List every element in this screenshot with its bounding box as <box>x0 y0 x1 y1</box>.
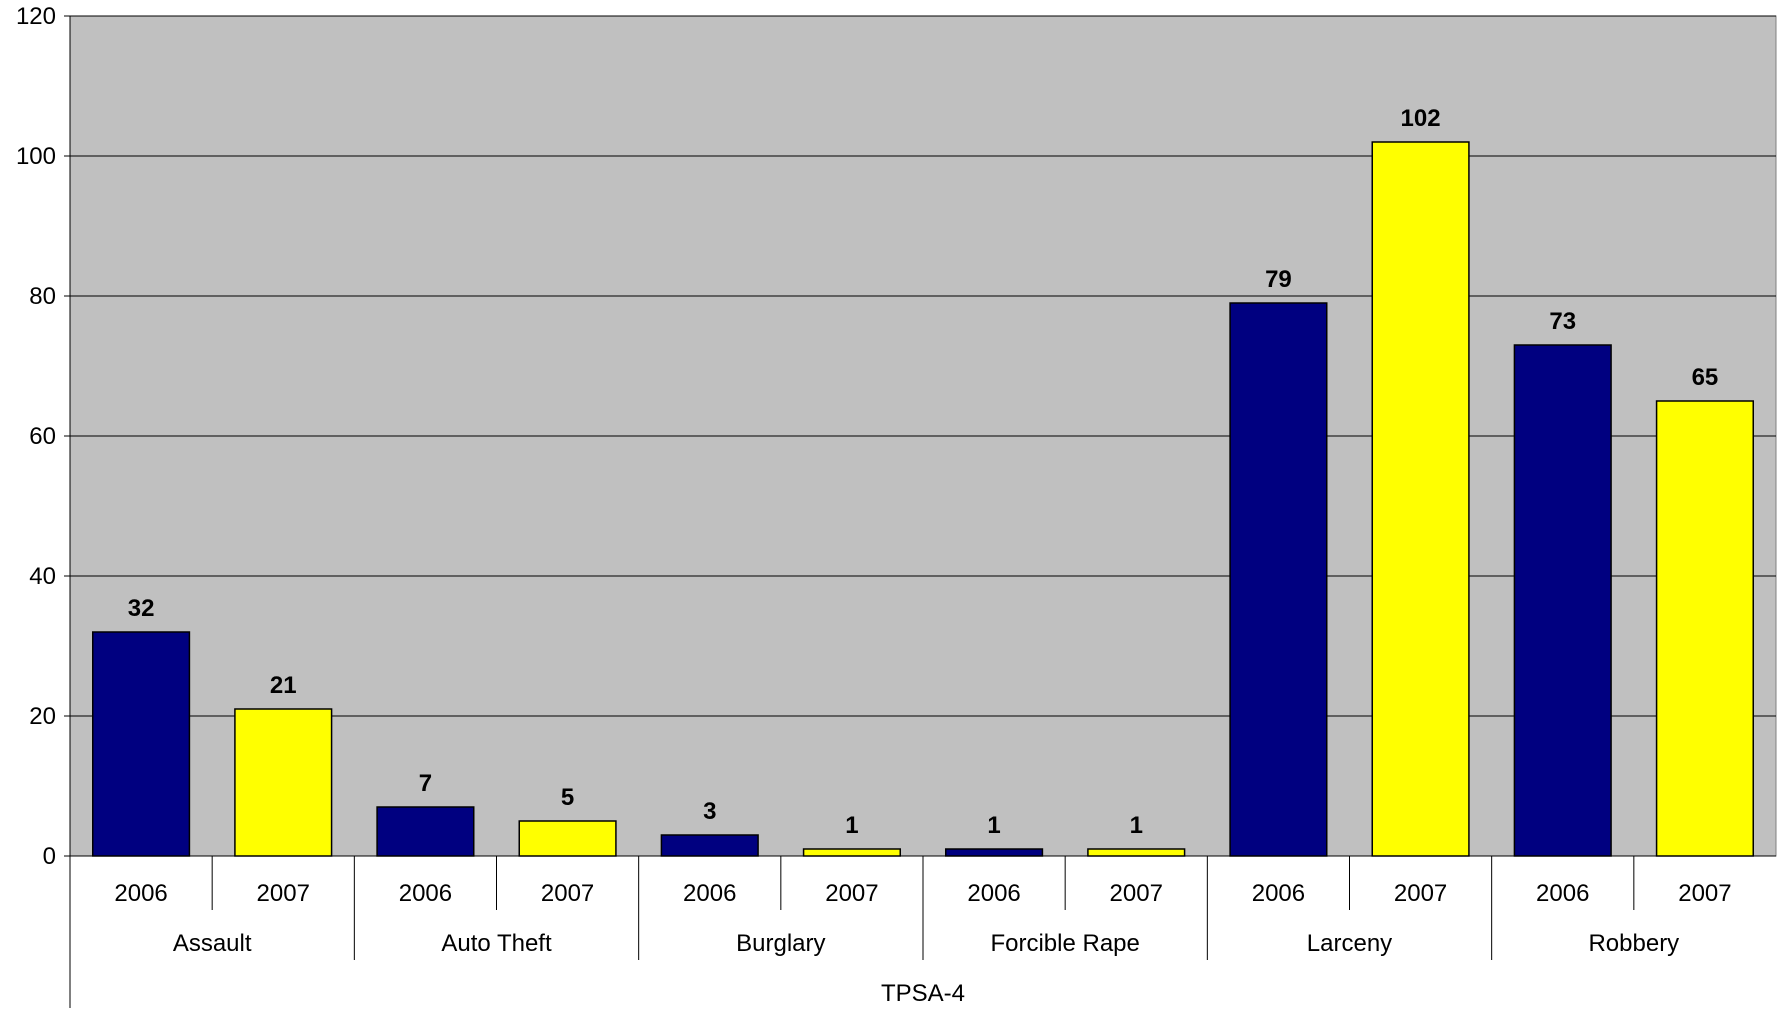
bar-2006 <box>944 848 1044 857</box>
data-label: 21 <box>270 672 297 699</box>
x-category-label: Larceny <box>1307 930 1392 957</box>
x-category-label: Burglary <box>736 930 825 957</box>
data-label: 73 <box>1549 308 1576 335</box>
x-category-label: Auto Theft <box>441 930 552 957</box>
bar-2007 <box>802 848 902 857</box>
y-tick-label: 20 <box>29 703 56 730</box>
x-tick-label-year: 2006 <box>114 880 167 907</box>
x-category-label: Assault <box>173 930 252 957</box>
data-label: 1 <box>987 812 1000 839</box>
data-label: 32 <box>128 595 155 622</box>
bar-2007 <box>1655 400 1755 857</box>
x-tick-label-year: 2007 <box>257 880 310 907</box>
x-tick-label-year: 2007 <box>1678 880 1731 907</box>
bar-2006 <box>376 806 475 857</box>
x-category-label: Forcible Rape <box>990 930 1139 957</box>
y-tick-label: 60 <box>29 423 56 450</box>
x-category-label: Robbery <box>1588 930 1679 957</box>
data-label: 65 <box>1692 364 1719 391</box>
data-label: 1 <box>1130 812 1143 839</box>
data-label: 5 <box>561 784 574 811</box>
x-tick-label-year: 2006 <box>1536 880 1589 907</box>
y-axis-ticks: 0 20 40 60 80 100 120 <box>16 3 70 870</box>
x-outer-category-label: TPSA-4 <box>881 980 965 1007</box>
bar-2006 <box>660 834 759 857</box>
x-tick-label-year: 2007 <box>825 880 878 907</box>
bar-2007 <box>1087 848 1186 857</box>
data-label: 79 <box>1265 266 1292 293</box>
bar-2006 <box>91 631 191 857</box>
x-tick-label-year: 2006 <box>1252 880 1305 907</box>
data-labels: 32 21 7 5 3 1 1 1 79 102 73 65 <box>128 105 1719 839</box>
y-tick-label: 0 <box>43 843 56 870</box>
x-tick-label-year: 2006 <box>967 880 1020 907</box>
bar-2006 <box>1229 302 1328 857</box>
y-tick-label: 40 <box>29 563 56 590</box>
x-tick-label-year: 2007 <box>1110 880 1163 907</box>
data-label: 102 <box>1401 105 1441 132</box>
x-tick-label-year: 2007 <box>541 880 594 907</box>
x-tick-label-year: 2007 <box>1394 880 1447 907</box>
data-label: 1 <box>845 812 858 839</box>
data-label: 3 <box>703 798 716 825</box>
bar-2007 <box>1371 141 1470 857</box>
bar-2007 <box>518 820 617 857</box>
y-tick-label: 120 <box>16 3 56 30</box>
bar-2006 <box>1513 344 1612 857</box>
bars <box>91 141 1755 857</box>
y-tick-label: 100 <box>16 143 56 170</box>
x-tick-label-year: 2006 <box>683 880 736 907</box>
data-label: 7 <box>419 770 432 797</box>
x-tick-label-year: 2006 <box>399 880 452 907</box>
bar-2007 <box>234 708 333 857</box>
y-tick-label: 80 <box>29 283 56 310</box>
